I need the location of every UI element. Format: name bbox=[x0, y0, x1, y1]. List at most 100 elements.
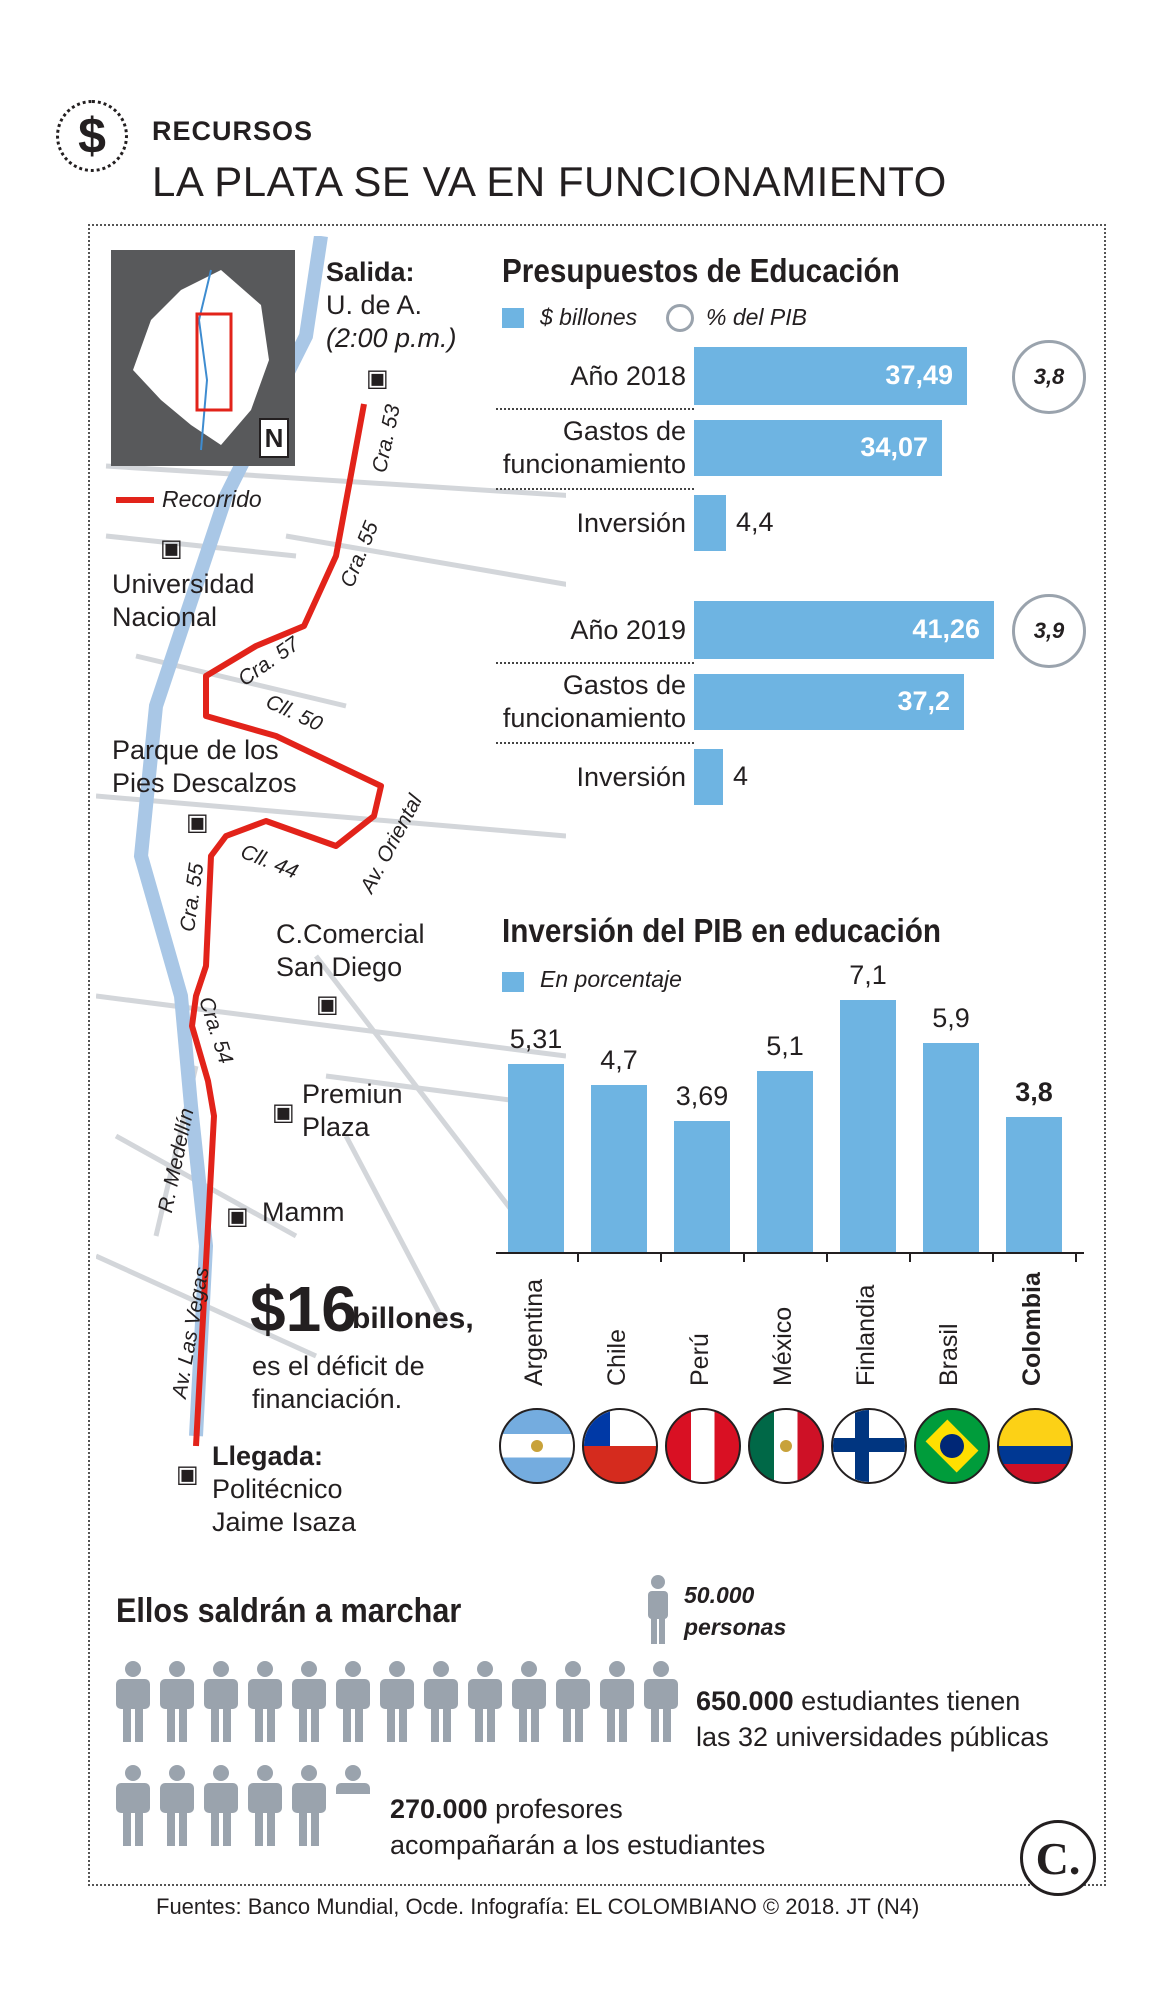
landmark-parque-1: Parque de los bbox=[112, 735, 279, 765]
landmark-parque-2: Pies Descalzos bbox=[112, 768, 297, 798]
march-title: Ellos saldrán a marchar bbox=[116, 1592, 462, 1630]
person-icon bbox=[116, 1661, 150, 1742]
flag-canton bbox=[584, 1410, 610, 1446]
budget-legend-bar-swatch bbox=[502, 308, 524, 328]
pib-bar bbox=[674, 1121, 730, 1252]
end-place-2: Jaime Isaza bbox=[212, 1507, 357, 1537]
landmark-pp-2: Plaza bbox=[302, 1112, 370, 1142]
deficit-unit: billones, bbox=[352, 1302, 474, 1335]
pib-tick bbox=[1075, 1252, 1077, 1262]
budget-row-label: Inversión bbox=[576, 508, 686, 538]
budget-bar bbox=[694, 495, 726, 551]
pib-country-label: México bbox=[769, 1306, 797, 1386]
pib-bar-value: 5,9 bbox=[932, 1003, 970, 1033]
row-separator bbox=[496, 662, 694, 664]
pib-bar bbox=[923, 1043, 979, 1252]
pib-bar bbox=[757, 1071, 813, 1252]
profs-pictogram bbox=[114, 1764, 372, 1853]
budget-row-label: funcionamiento bbox=[502, 449, 686, 479]
building-icon: ▣ bbox=[176, 1461, 199, 1488]
profs-value: 270.000 bbox=[390, 1794, 488, 1824]
flag-cross bbox=[833, 1438, 905, 1452]
city-shape bbox=[133, 270, 269, 445]
pib-bar bbox=[1006, 1117, 1062, 1252]
pib-country-label: Perú bbox=[686, 1333, 714, 1386]
person-icon bbox=[292, 1765, 326, 1846]
profs-text-2: acompañarán a los estudiantes bbox=[390, 1830, 766, 1860]
person-icon-partial bbox=[334, 1764, 372, 1794]
person-icon bbox=[160, 1661, 194, 1742]
pib-tick bbox=[909, 1252, 911, 1262]
budget-bar bbox=[694, 420, 942, 476]
landmark-cc-1: C.Comercial bbox=[276, 919, 425, 949]
budget-bar-value: 37,49 bbox=[885, 360, 953, 390]
argentina-flag bbox=[499, 1408, 575, 1484]
deficit-text-2: financiación. bbox=[252, 1384, 403, 1414]
landmark-unal-2: Nacional bbox=[112, 602, 218, 632]
el-colombiano-logo: C. bbox=[1020, 1820, 1096, 1896]
pct-pib-circle: 3,8 bbox=[1012, 340, 1086, 414]
chile-flag bbox=[582, 1408, 658, 1484]
pib-bar-value: 3,8 bbox=[1015, 1077, 1053, 1107]
landmark-pp-1: Premiun bbox=[302, 1079, 403, 1109]
pib-tick bbox=[577, 1252, 579, 1262]
pib-bar-value: 4,7 bbox=[600, 1045, 638, 1075]
march-legend-unit: personas bbox=[684, 1614, 787, 1640]
person-icon bbox=[644, 1661, 678, 1742]
deficit-amount: $16 bbox=[250, 1273, 357, 1345]
person-icon bbox=[468, 1661, 502, 1742]
budget-bar-value: 4 bbox=[733, 761, 749, 791]
pib-bar-value: 7,1 bbox=[849, 960, 887, 990]
end-place-1: Politécnico bbox=[212, 1474, 343, 1504]
start-time: (2:00 p.m.) bbox=[326, 323, 457, 353]
frame bbox=[88, 224, 1106, 1886]
flag-emblem bbox=[780, 1440, 792, 1452]
pib-bar-value: 5,31 bbox=[509, 1024, 563, 1054]
flag-emblem bbox=[531, 1440, 543, 1452]
person-icon bbox=[556, 1661, 590, 1742]
end-label: Llegada: bbox=[212, 1441, 324, 1471]
kicker: RECURSOS bbox=[152, 116, 314, 146]
dollar-icon: $ bbox=[56, 100, 128, 172]
start-label: Salida: bbox=[326, 257, 415, 287]
students-value: 650.000 bbox=[696, 1686, 794, 1716]
pib-legend-swatch bbox=[502, 972, 524, 992]
person-icon bbox=[512, 1661, 546, 1742]
person-icon bbox=[648, 1575, 668, 1644]
person-icon bbox=[160, 1765, 194, 1846]
landmark-cc-2: San Diego bbox=[276, 952, 403, 982]
pib-title: Inversión del PIB en educación bbox=[502, 912, 942, 949]
inset-map: N bbox=[111, 250, 295, 466]
pib-country-label: Colombia bbox=[1018, 1272, 1046, 1386]
pib-tick bbox=[660, 1252, 662, 1262]
building-icon: ▣ bbox=[160, 535, 183, 562]
person-icon bbox=[380, 1661, 414, 1742]
building-icon: ▣ bbox=[272, 1099, 295, 1126]
footer-sources: Fuentes: Banco Mundial, Ocde. Infografía… bbox=[156, 1894, 920, 1919]
pib-bar-value: 5,1 bbox=[766, 1031, 804, 1061]
pib-bar bbox=[840, 1000, 896, 1252]
person-icon bbox=[248, 1661, 282, 1742]
person-icon bbox=[600, 1661, 634, 1742]
students-text-2: las 32 universidades públicas bbox=[696, 1722, 1049, 1752]
profs-caption-1: 270.000 profesores bbox=[390, 1794, 623, 1825]
person-icon bbox=[336, 1661, 370, 1742]
flag-cross bbox=[855, 1410, 869, 1482]
pib-country-label: Argentina bbox=[520, 1278, 548, 1386]
profs-text-1: profesores bbox=[495, 1794, 623, 1824]
pib-country-label: Chile bbox=[603, 1329, 631, 1386]
deficit-text-1: es el déficit de bbox=[252, 1351, 425, 1381]
building-icon: ▣ bbox=[316, 991, 339, 1018]
budget-bar bbox=[694, 749, 723, 805]
budget-bar-value: 34,07 bbox=[860, 432, 928, 462]
pib-bar bbox=[508, 1064, 564, 1252]
budget-row-label: funcionamiento bbox=[502, 703, 686, 733]
row-separator bbox=[496, 488, 694, 490]
person-icon bbox=[116, 1765, 150, 1846]
finland-flag bbox=[831, 1408, 907, 1484]
person-icon bbox=[204, 1765, 238, 1846]
pib-bar-value: 3,69 bbox=[675, 1081, 729, 1111]
pib-country-label: Brasil bbox=[935, 1323, 963, 1386]
students-pictogram bbox=[114, 1660, 686, 1749]
route-line bbox=[189, 403, 384, 1447]
